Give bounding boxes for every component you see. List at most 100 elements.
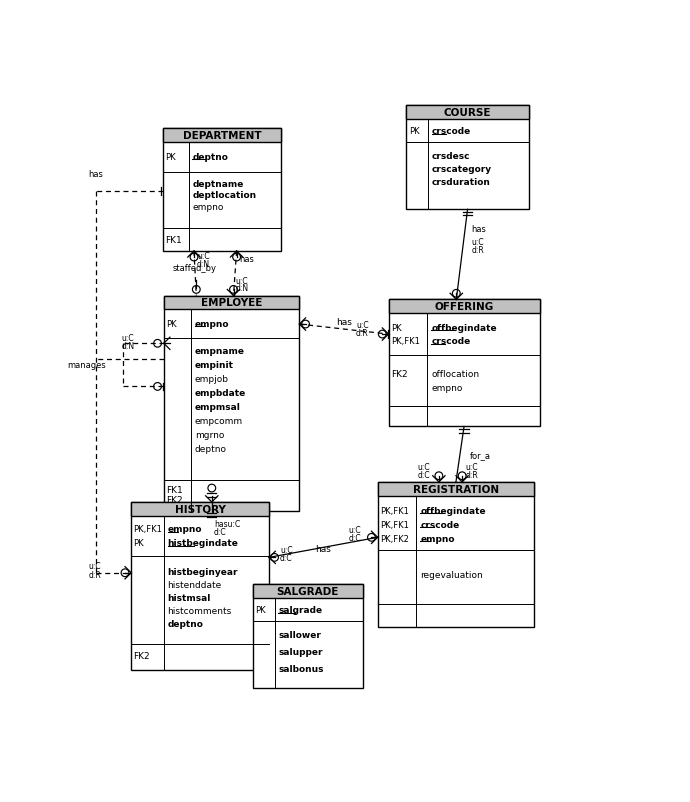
Text: deptlocation: deptlocation xyxy=(193,191,257,200)
Text: PK: PK xyxy=(408,128,420,136)
Bar xyxy=(377,482,534,496)
Text: PK,FK1: PK,FK1 xyxy=(391,337,420,346)
Text: empmsal: empmsal xyxy=(195,403,241,411)
Text: histbeginyear: histbeginyear xyxy=(168,567,238,576)
Text: empname: empname xyxy=(195,347,245,356)
Text: d:N: d:N xyxy=(236,284,249,293)
Text: has: has xyxy=(315,544,331,553)
Bar xyxy=(406,106,529,210)
Text: offbegindate: offbegindate xyxy=(431,323,497,332)
Text: manages: manages xyxy=(68,361,106,370)
Text: DEPARTMENT: DEPARTMENT xyxy=(183,131,262,140)
Text: u:C: u:C xyxy=(197,252,210,261)
Bar xyxy=(163,128,281,252)
Text: FK2: FK2 xyxy=(166,496,183,504)
Text: hasu:C: hasu:C xyxy=(214,520,240,529)
Text: u:C: u:C xyxy=(236,277,248,286)
Text: PK,FK1: PK,FK1 xyxy=(380,506,409,515)
Text: u:C: u:C xyxy=(348,525,361,534)
Text: has: has xyxy=(471,225,486,233)
Bar xyxy=(131,502,269,516)
Bar xyxy=(406,106,529,120)
Text: histbegindate: histbegindate xyxy=(168,539,239,548)
Text: histmsal: histmsal xyxy=(168,593,211,602)
Text: u:C: u:C xyxy=(121,334,134,343)
Bar xyxy=(388,300,540,427)
Text: d:C: d:C xyxy=(280,553,293,562)
Text: empno: empno xyxy=(195,319,229,328)
Text: staffed_by: staffed_by xyxy=(172,264,216,273)
Text: empjob: empjob xyxy=(195,375,229,383)
Bar xyxy=(131,502,269,670)
Text: PK: PK xyxy=(166,319,177,328)
Text: salupper: salupper xyxy=(279,647,323,656)
Text: REGISTRATION: REGISTRATION xyxy=(413,484,499,494)
Text: crsdesc: crsdesc xyxy=(432,152,471,160)
Text: d:R: d:R xyxy=(465,470,478,479)
Text: empno: empno xyxy=(193,202,224,212)
Text: FK2: FK2 xyxy=(391,370,408,379)
Text: empcomm: empcomm xyxy=(195,416,243,425)
Text: crscode: crscode xyxy=(432,128,471,136)
Text: deptno: deptno xyxy=(195,444,227,453)
Text: histenddate: histenddate xyxy=(168,580,222,589)
Text: PK,FK1: PK,FK1 xyxy=(134,525,162,533)
Text: PK,FK1: PK,FK1 xyxy=(380,520,409,529)
Bar xyxy=(163,128,281,143)
Bar xyxy=(164,296,299,512)
Text: u:C: u:C xyxy=(471,238,484,247)
Text: crscode: crscode xyxy=(420,520,460,529)
Text: regevaluation: regevaluation xyxy=(420,570,483,579)
Text: crscode: crscode xyxy=(431,337,471,346)
Text: FK1: FK1 xyxy=(166,236,182,245)
Text: crscategory: crscategory xyxy=(432,164,492,174)
Text: empno: empno xyxy=(168,525,202,533)
Text: histcomments: histcomments xyxy=(168,606,232,615)
Text: SALGRADE: SALGRADE xyxy=(277,586,339,597)
Text: PK: PK xyxy=(255,606,266,614)
Text: d:R: d:R xyxy=(356,329,368,338)
Text: PK: PK xyxy=(391,323,402,332)
Text: u:C: u:C xyxy=(417,463,430,472)
Text: deptno: deptno xyxy=(193,152,228,161)
Text: empbdate: empbdate xyxy=(195,389,246,398)
Text: sallower: sallower xyxy=(279,630,322,639)
Text: FK2: FK2 xyxy=(134,651,150,661)
Text: offbegindate: offbegindate xyxy=(420,506,486,515)
Text: d:N: d:N xyxy=(121,342,135,350)
Text: FK1: FK1 xyxy=(166,485,183,495)
Text: d:R: d:R xyxy=(88,570,101,579)
Text: has: has xyxy=(336,318,352,326)
Text: for_a: for_a xyxy=(471,450,491,459)
Bar xyxy=(164,296,299,310)
Text: d:R: d:R xyxy=(471,245,484,254)
Text: offlocation: offlocation xyxy=(431,370,480,379)
Text: OFFERING: OFFERING xyxy=(435,302,493,312)
Bar xyxy=(388,300,540,314)
Text: deptno: deptno xyxy=(168,619,204,628)
Text: EMPLOYEE: EMPLOYEE xyxy=(201,298,262,308)
Text: mgrno: mgrno xyxy=(195,430,224,439)
Text: has: has xyxy=(239,255,255,264)
Text: u:C: u:C xyxy=(356,321,368,330)
Text: COURSE: COURSE xyxy=(444,108,491,118)
Text: u:C: u:C xyxy=(280,545,293,554)
Bar xyxy=(377,482,534,627)
Text: PK: PK xyxy=(166,152,176,161)
Text: u:C: u:C xyxy=(465,463,478,472)
Text: has: has xyxy=(88,170,103,179)
Text: d:C: d:C xyxy=(214,527,227,536)
Bar xyxy=(253,585,363,688)
Text: empinit: empinit xyxy=(195,361,234,370)
Text: HISTORY: HISTORY xyxy=(175,504,226,514)
Text: PK,FK2: PK,FK2 xyxy=(380,534,409,543)
Text: d:C: d:C xyxy=(417,470,430,479)
Text: salgrade: salgrade xyxy=(279,606,323,614)
Text: crsduration: crsduration xyxy=(432,178,491,187)
Text: PK: PK xyxy=(134,539,144,548)
Text: d:N: d:N xyxy=(197,259,210,269)
Text: deptname: deptname xyxy=(193,180,244,188)
Text: empno: empno xyxy=(420,534,455,543)
Bar xyxy=(253,585,363,598)
Text: empno: empno xyxy=(431,383,462,392)
